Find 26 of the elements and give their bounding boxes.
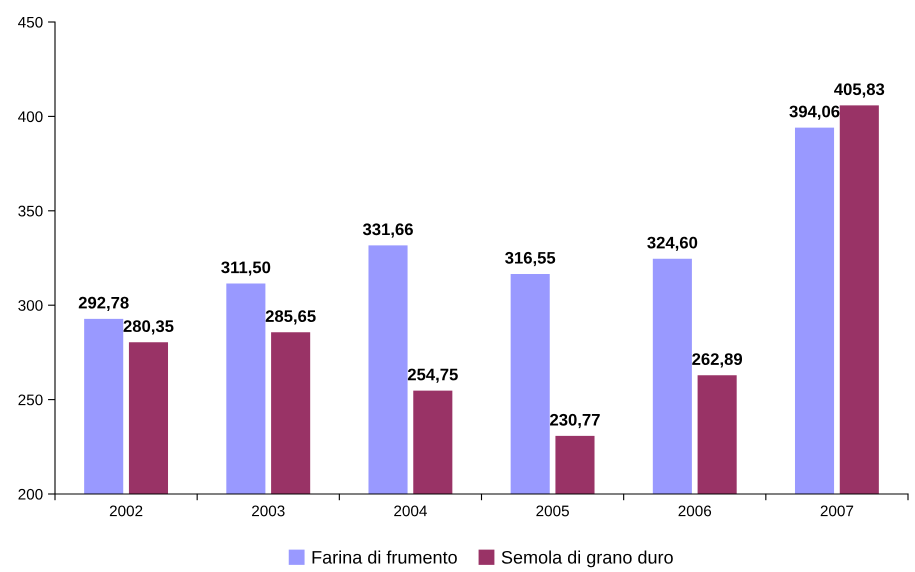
data-label: 292,78 bbox=[78, 296, 129, 312]
y-tick-label: 250 bbox=[18, 394, 43, 406]
x-tick-label: 2005 bbox=[536, 506, 569, 516]
y-tick-label: 300 bbox=[18, 300, 43, 311]
data-label: 316,55 bbox=[505, 252, 556, 266]
y-tick-label: 400 bbox=[18, 111, 43, 122]
data-label: 324,60 bbox=[647, 236, 698, 251]
data-label: 262,89 bbox=[692, 353, 742, 368]
data-label: 254,75 bbox=[408, 368, 458, 383]
data-label: 394,06 bbox=[789, 106, 840, 120]
data-label: 405,83 bbox=[834, 83, 884, 98]
y-tick-label: 200 bbox=[18, 488, 43, 500]
y-tick-label: 350 bbox=[18, 206, 43, 216]
legend-label: Semola di grano duro bbox=[502, 550, 673, 568]
x-tick-label: 2002 bbox=[110, 506, 142, 516]
y-tick-label: 450 bbox=[18, 16, 43, 28]
x-tick-label: 2003 bbox=[252, 506, 285, 516]
data-label: 331,66 bbox=[362, 223, 413, 238]
x-tick-label: 2004 bbox=[394, 506, 427, 516]
data-label: 280,35 bbox=[124, 320, 174, 334]
data-label: 230,77 bbox=[550, 414, 600, 428]
data-label: 311,50 bbox=[221, 261, 270, 276]
x-tick-label: 2007 bbox=[820, 506, 854, 516]
legend-label: Farina di frumento bbox=[312, 550, 457, 564]
data-label: 285,65 bbox=[266, 310, 316, 324]
x-tick-label: 2006 bbox=[678, 506, 712, 516]
